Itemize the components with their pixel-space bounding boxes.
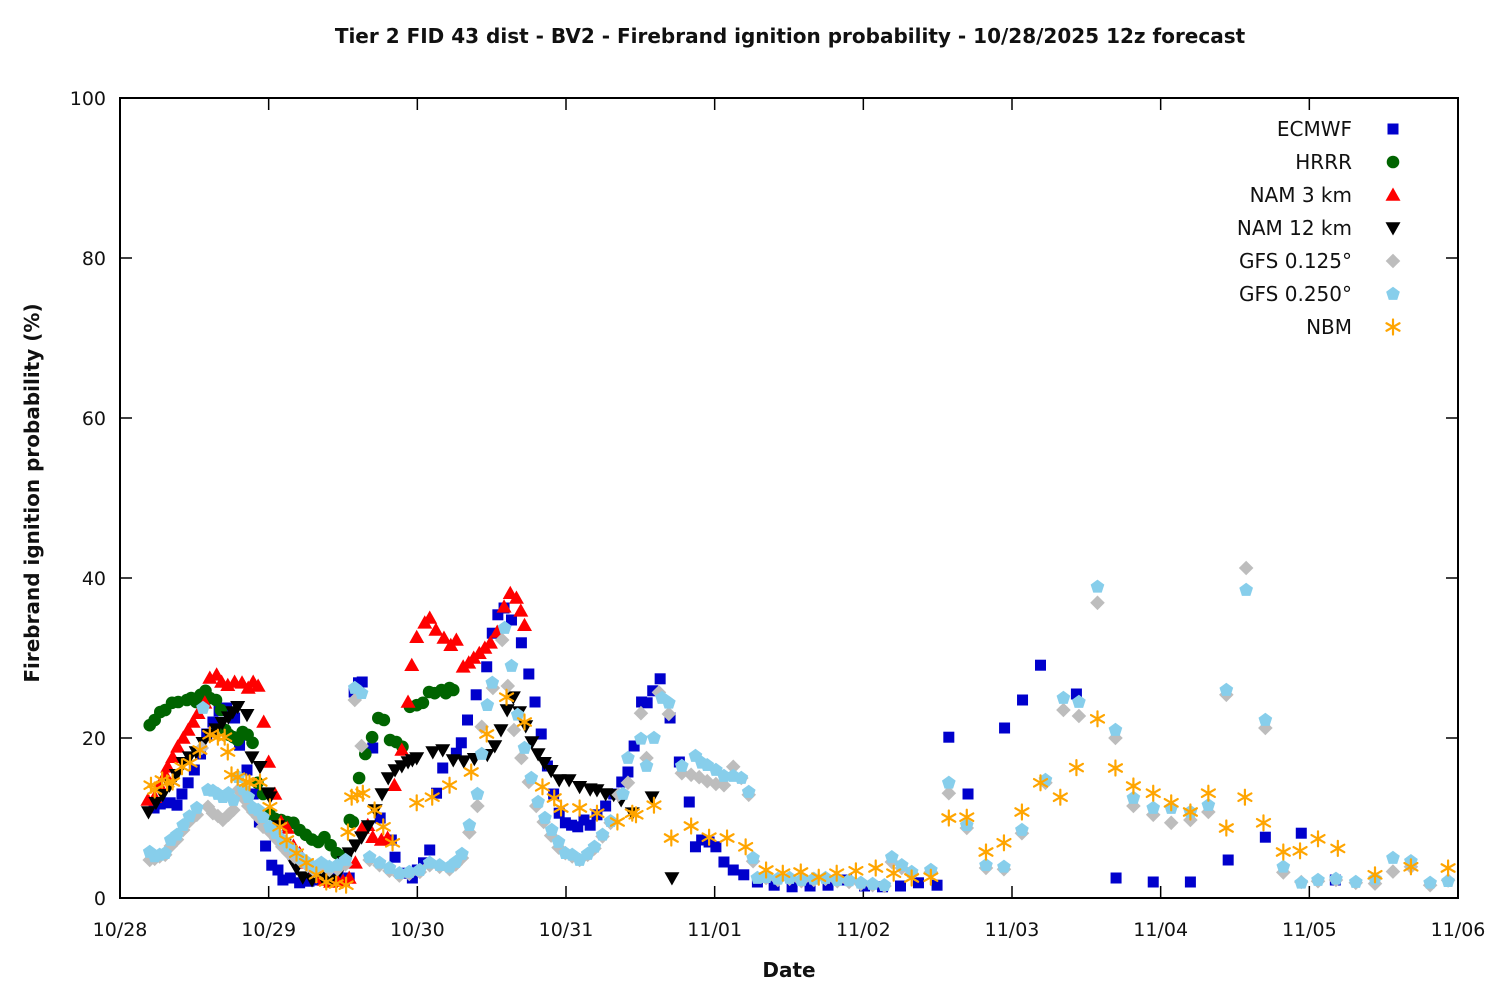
y-tick-label: 80 (82, 248, 106, 270)
legend-item-ecmwf: ECMWF (1277, 117, 1399, 141)
y-tick-label: 40 (82, 568, 106, 590)
y-tick-label: 20 (82, 728, 106, 750)
legend-item-gfs-0-125-: GFS 0.125° (1239, 249, 1401, 273)
x-tick-label: 11/05 (1282, 919, 1337, 941)
legend-label: ECMWF (1277, 117, 1352, 141)
x-axis: 10/28 10/29 10/30 10/31 11/01 11/02 11/03 11/04… (93, 98, 1486, 941)
legend-label: GFS 0.125° (1239, 249, 1352, 273)
legend-label: NAM 12 km (1237, 216, 1352, 240)
legend: ECMWF HRRR NAM 3 km NAM 12 km GFS 0.125° GFS … (1237, 117, 1401, 339)
x-tick-label: 11/04 (1133, 919, 1188, 941)
legend-item-nam-12-km: NAM 12 km (1237, 216, 1401, 240)
legend-label: HRRR (1295, 150, 1352, 174)
y-tick-label: 100 (70, 88, 106, 110)
legend-item-hrrr: HRRR (1295, 150, 1400, 174)
y-tick-label: 0 (94, 888, 106, 910)
legend-label: NAM 3 km (1250, 183, 1352, 207)
x-tick-label: 11/01 (687, 919, 742, 941)
chart-title: Tier 2 FID 43 dist - BV2 - Firebrand ign… (334, 24, 1246, 48)
legend-label: NBM (1306, 315, 1352, 339)
plot-border (119, 97, 1459, 899)
legend-item-gfs-0-250-: GFS 0.250° (1239, 282, 1400, 306)
y-tick-label: 60 (82, 408, 106, 430)
x-tick-label: 10/29 (241, 919, 296, 941)
legend-item-nbm: NBM (1306, 315, 1401, 339)
x-tick-label: 10/28 (93, 919, 148, 941)
x-tick-label: 10/30 (390, 919, 445, 941)
series-gfs-0-125- (142, 560, 1456, 894)
series-nbm (143, 688, 1456, 894)
y-axis: 0 20 40 60 80 100 (70, 88, 1458, 910)
x-tick-label: 11/02 (836, 919, 891, 941)
series-nam-12-km (140, 691, 680, 888)
x-tick-label: 11/06 (1431, 919, 1486, 941)
legend-item-nam-3-km: NAM 3 km (1250, 183, 1401, 207)
legend-label: GFS 0.250° (1239, 282, 1352, 306)
x-tick-label: 10/31 (539, 919, 594, 941)
series-gfs-0-250- (142, 579, 1455, 892)
x-axis-label: Date (762, 958, 816, 982)
x-tick-label: 11/03 (985, 919, 1040, 941)
